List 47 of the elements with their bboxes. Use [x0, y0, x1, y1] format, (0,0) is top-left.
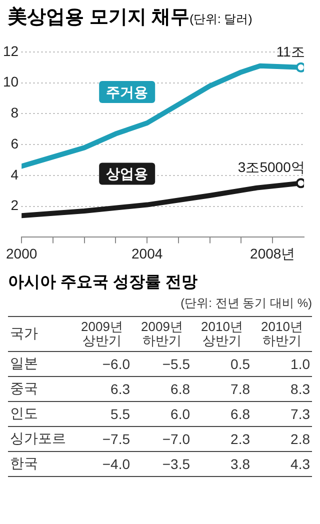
data-label: 6.0: [132, 402, 192, 426]
data-label: −6.0: [72, 352, 132, 376]
data-label: 4.3: [252, 452, 312, 476]
y-tick-label: 4: [10, 166, 19, 182]
data-label: 3.8: [192, 452, 252, 476]
data-label: −4.0: [72, 452, 132, 476]
text: (단위: 전년 동기 대비 %): [180, 295, 312, 312]
series-label: 주거용: [106, 84, 148, 100]
data-label: 6.3: [72, 376, 132, 402]
data-label: −7.5: [72, 426, 132, 452]
category-label: 한국: [8, 452, 72, 476]
text: 국가: [8, 316, 72, 352]
chart-title: 美상업용 모기지 채무: [8, 7, 190, 28]
text: 2010년 상반기: [192, 316, 252, 352]
data-label: 8.3: [252, 376, 312, 402]
data-label: −7.0: [132, 426, 192, 452]
data-label: −5.5: [132, 352, 192, 376]
x-tick-label: 2000: [6, 245, 38, 262]
data-label: 5.5: [72, 402, 132, 426]
category-label: 중국: [8, 376, 72, 402]
y-tick-label: 10: [2, 74, 19, 90]
series-label: 상업용: [106, 166, 148, 182]
category-label: 인도: [8, 402, 72, 426]
data-label: 7.3: [252, 402, 312, 426]
data-label: 2.8: [252, 426, 312, 452]
x-tick-label: 2008년: [250, 245, 296, 262]
y-tick-label: 2: [10, 197, 19, 214]
text: 2009년 상반기: [72, 316, 132, 352]
x-tick-label: 2004: [132, 245, 163, 262]
chart-subtitle: (단위: 달러): [190, 12, 252, 26]
y-tick-label: 6: [10, 135, 19, 152]
data-label: 2.3: [192, 426, 252, 452]
text: 2010년 하반기: [252, 316, 312, 352]
annotation: 3조5000억: [238, 159, 305, 176]
text: 아시아 주요국 성장률 전망: [8, 273, 198, 293]
data-label: 0.5: [192, 352, 252, 376]
category-label: 일본: [8, 352, 72, 376]
text: 2009년 하반기: [132, 316, 192, 352]
y-tick-label: 8: [10, 104, 19, 121]
category-label: 싱가포르: [8, 426, 72, 452]
data-label: 6.8: [132, 376, 192, 402]
y-tick-label: 12: [2, 42, 19, 59]
data-label: 7.8: [192, 376, 252, 402]
data-label: 6.8: [192, 402, 252, 426]
data-label: 1.0: [252, 352, 312, 376]
annotation: 11조: [276, 43, 305, 60]
data-label: −3.5: [132, 452, 192, 476]
